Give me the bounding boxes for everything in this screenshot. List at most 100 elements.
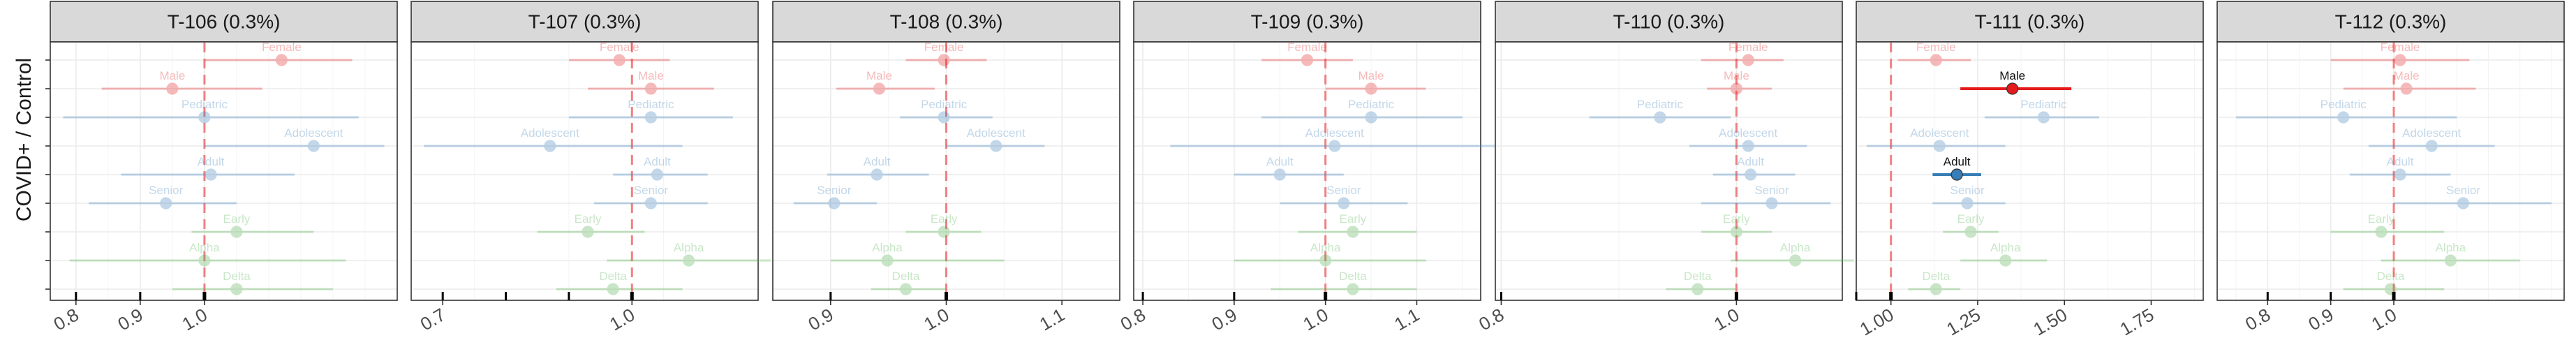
point-label: Early <box>931 212 958 226</box>
x-tick-label: 0.8 <box>1475 304 1507 335</box>
point-label: Pediatric <box>182 98 228 111</box>
panel-background <box>1133 41 1481 301</box>
point-label: Senior <box>817 184 851 197</box>
facet-strip <box>772 1 1120 43</box>
estimate-adult: Adult <box>2349 155 2451 181</box>
point-label: Male <box>1724 69 1749 82</box>
point-label: Pediatric <box>1348 98 1395 111</box>
point-estimate <box>160 197 172 210</box>
point-estimate <box>2457 197 2470 210</box>
estimate-female: Female <box>1701 41 1784 66</box>
point-label: Pediatric <box>628 98 674 111</box>
point-label: Female <box>1916 41 1956 54</box>
point-estimate <box>644 82 657 95</box>
point-estimate <box>1730 226 1742 238</box>
point-estimate <box>1744 168 1757 181</box>
point-label: Alpha <box>872 241 903 254</box>
estimate-pediatric: Pediatric <box>1589 98 1731 124</box>
estimate-adult: Adult <box>121 155 295 181</box>
point-label: Adult <box>1944 155 1971 168</box>
point-estimate <box>613 54 626 66</box>
estimate-adult: Adult <box>1932 155 1981 181</box>
point-estimate <box>1964 226 1977 238</box>
point-estimate <box>607 283 619 295</box>
facet-panel-6: T-111 (0.3%) Female Male Pediatric Adolescen… <box>1855 1 2204 340</box>
estimate-early: Early <box>1701 212 1772 238</box>
point-estimate <box>1692 283 1704 295</box>
point-estimate <box>1999 254 2012 267</box>
point-estimate <box>938 226 950 238</box>
point-estimate <box>881 254 894 267</box>
point-estimate <box>1930 283 1942 295</box>
point-label: Alpha <box>2436 241 2466 254</box>
point-label: Senior <box>1326 184 1361 197</box>
x-tick-label: 1.50 <box>2029 304 2071 339</box>
x-tick-label: 0.7 <box>417 304 449 335</box>
point-estimate <box>1933 140 1946 152</box>
estimate-female: Female <box>1261 41 1353 66</box>
estimate-female: Female <box>905 41 987 66</box>
estimate-adult: Adult <box>613 155 708 181</box>
point-label: Female <box>1287 41 1327 54</box>
point-label: Adolescent <box>1910 126 1969 140</box>
point-label: Pediatric <box>2320 98 2367 111</box>
point-estimate <box>544 140 556 152</box>
point-label: Adolescent <box>967 126 1026 140</box>
x-tick-label: 1.0 <box>2368 304 2400 335</box>
point-label: Alpha <box>674 241 704 254</box>
point-estimate <box>198 111 211 124</box>
estimate-delta: Delta <box>172 270 333 295</box>
point-label: Female <box>2381 41 2420 54</box>
estimate-pediatric: Pediatric <box>900 98 993 124</box>
estimate-senior: Senior <box>1280 184 1408 210</box>
facet-panel-4: T-109 (0.3%) Female Male Pediatric Adolescen… <box>1117 1 1500 335</box>
point-estimate <box>2037 111 2050 124</box>
point-label: Delta <box>223 270 251 283</box>
point-label: Senior <box>1754 184 1789 197</box>
x-tick-label: 1.0 <box>1710 304 1742 335</box>
x-tick-label: 0.8 <box>2242 304 2274 335</box>
estimate-male: Male <box>1960 69 2072 95</box>
estimate-delta: Delta <box>1908 270 1961 295</box>
estimate-senior: Senior <box>594 184 708 210</box>
point-label: Alpha <box>1780 241 1811 254</box>
estimate-adolescent: Adolescent <box>946 126 1045 152</box>
point-estimate <box>1766 197 1778 210</box>
estimate-adolescent: Adolescent <box>1866 126 2006 152</box>
estimate-adult: Adult <box>827 155 929 181</box>
estimate-alpha: Alpha <box>1730 241 1854 267</box>
point-estimate <box>1328 140 1341 152</box>
facet-title: T-107 (0.3%) <box>528 11 642 33</box>
point-estimate <box>2375 226 2388 238</box>
point-estimate <box>2006 82 2019 95</box>
facet-title: T-112 (0.3%) <box>2335 11 2447 33</box>
estimate-adolescent: Adolescent <box>1170 126 1500 152</box>
point-label: Adolescent <box>1719 126 1777 140</box>
point-estimate <box>651 168 664 181</box>
point-label: Male <box>2394 69 2420 82</box>
estimate-early: Early <box>1298 212 1417 238</box>
facet-strip <box>410 1 759 43</box>
point-estimate <box>1930 54 1942 66</box>
point-estimate <box>1742 54 1754 66</box>
estimate-senior: Senior <box>1932 184 2006 210</box>
point-estimate <box>2337 111 2350 124</box>
facet-title: T-108 (0.3%) <box>890 11 1003 33</box>
facet-panel-1: T-106 (0.3%) Female Male Pediatric Adolescen… <box>45 1 398 335</box>
facet-title: T-110 (0.3%) <box>1613 11 1725 33</box>
estimate-alpha: Alpha <box>2381 241 2520 267</box>
panel-background <box>2216 41 2565 301</box>
point-estimate <box>1338 197 1350 210</box>
point-estimate <box>1319 254 1332 267</box>
estimate-early: Early <box>905 212 982 238</box>
estimate-delta: Delta <box>1271 270 1417 295</box>
x-tick-label: 1.0 <box>606 304 638 335</box>
x-tick-label: 0.8 <box>50 304 82 335</box>
point-label: Early <box>223 212 251 226</box>
estimate-adolescent: Adolescent <box>1689 126 1807 152</box>
point-label: Senior <box>634 184 668 197</box>
point-estimate <box>938 54 950 66</box>
point-estimate <box>1301 54 1314 66</box>
point-estimate <box>1950 168 1963 181</box>
estimate-delta: Delta <box>556 270 683 295</box>
